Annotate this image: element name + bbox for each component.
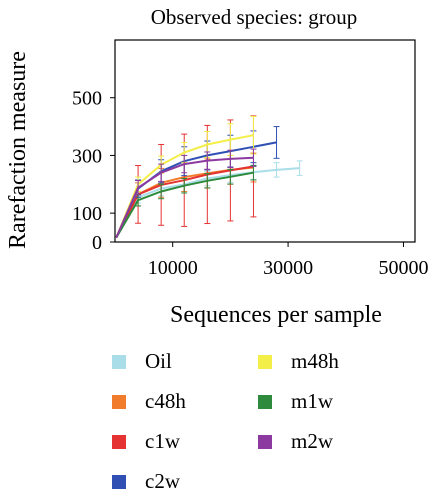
legend-swatch-m2w	[258, 435, 272, 449]
series-line-m2w	[115, 156, 254, 239]
legend-swatch-c1w	[112, 435, 126, 449]
legend-label-c48h: c48h	[145, 389, 186, 413]
x-tick-label: 50000	[378, 257, 428, 279]
y-tick-label: 500	[72, 88, 102, 110]
legend-label-c2w: c2w	[145, 469, 181, 493]
plot-area	[114, 39, 416, 243]
legend-swatch-m1w	[258, 395, 272, 409]
legend-label-m2w: m2w	[291, 429, 334, 453]
legend-swatch-oil	[112, 355, 126, 369]
y-tick-label: 0	[92, 232, 102, 254]
x-axis-label: Sequences per sample	[170, 302, 382, 328]
legend: Oil c48h c1w c2w m48h m1w m2w	[112, 349, 339, 493]
y-axis-label: Rarefaction measure	[5, 51, 31, 249]
x-axis: 10000 30000 50000	[148, 242, 428, 279]
series-m1w	[115, 165, 257, 239]
legend-label-c1w: c1w	[145, 429, 181, 453]
legend-swatch-c48h	[112, 395, 126, 409]
x-tick-label: 30000	[263, 257, 313, 279]
legend-swatch-m48h	[258, 355, 272, 369]
x-tick-label: 10000	[148, 257, 198, 279]
chart-title: Observed species: group	[151, 5, 357, 29]
y-tick-label: 100	[72, 203, 102, 225]
series-line-m1w	[115, 171, 254, 239]
y-axis: 0 100 300 500	[72, 88, 115, 254]
series-layer	[115, 115, 303, 239]
legend-swatch-c2w	[112, 475, 126, 489]
y-tick-label: 300	[72, 145, 102, 167]
series-m2w	[115, 148, 257, 239]
legend-label-oil: Oil	[145, 349, 172, 373]
legend-label-m48h: m48h	[291, 349, 339, 373]
legend-label-m1w: m1w	[291, 389, 334, 413]
